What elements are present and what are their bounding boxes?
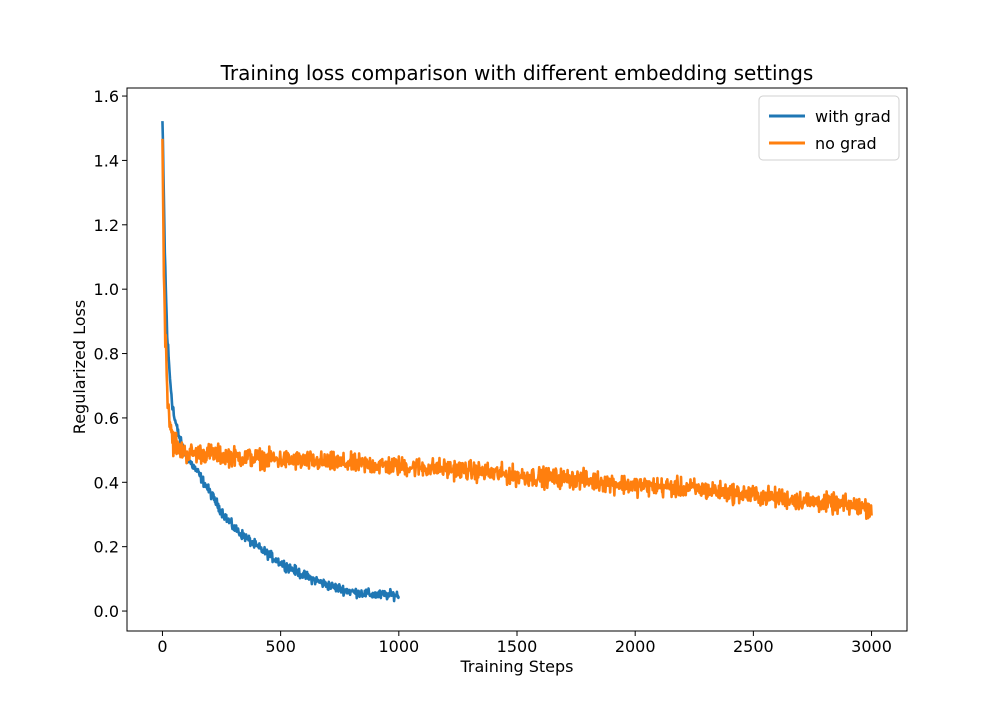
x-axis-title: Training Steps (460, 657, 574, 676)
x-tick-label: 1000 (378, 637, 419, 656)
y-tick-label: 0.2 (94, 538, 119, 557)
y-tick-label: 1.0 (94, 280, 119, 299)
y-tick-label: 1.2 (94, 216, 119, 235)
y-axis-title: Regularized Loss (70, 300, 89, 434)
y-axis: 0.0 0.2 0.4 0.6 0.8 1.0 1.2 1.4 1.6 (94, 87, 127, 621)
y-tick-label: 0.6 (94, 409, 119, 428)
series-layer (161, 121, 873, 603)
x-axis: 0 500 1000 1500 2000 2500 3000 (157, 631, 892, 656)
plot-frame (126, 87, 908, 632)
y-tick-label: 0.4 (94, 473, 119, 492)
x-tick-label: 2500 (733, 637, 774, 656)
x-tick-label: 1500 (497, 637, 538, 656)
x-tick-label: 3000 (851, 637, 892, 656)
legend: with grad no grad (758, 95, 900, 161)
y-tick-label: 0.0 (94, 602, 119, 621)
x-tick-label: 2000 (615, 637, 656, 656)
legend-label: with grad (815, 107, 891, 126)
y-tick-label: 1.6 (94, 87, 119, 106)
y-tick-label: 0.8 (94, 345, 119, 364)
y-tick-label: 1.4 (94, 151, 119, 170)
series-line-0 (161, 121, 401, 603)
x-tick-label: 0 (157, 637, 167, 656)
series-line-1 (161, 138, 873, 521)
legend-label: no grad (815, 134, 877, 153)
x-tick-label: 500 (265, 637, 296, 656)
chart-title: Training loss comparison with different … (220, 61, 814, 85)
